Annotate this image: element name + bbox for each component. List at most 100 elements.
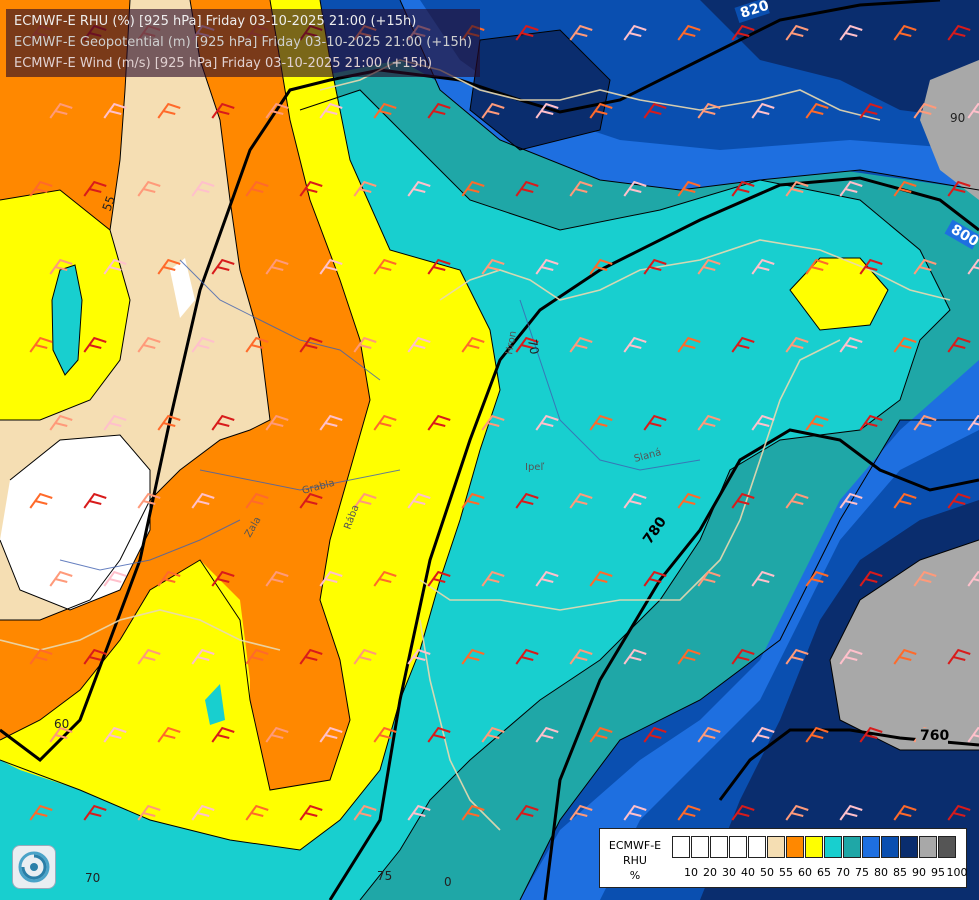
wind-barb: [427, 258, 451, 275]
rivers: [59, 259, 701, 571]
wind-barb: [481, 726, 505, 743]
wind-barb: [731, 180, 755, 197]
wind-barb: [29, 648, 53, 665]
wind-barb: [49, 726, 73, 743]
legend-swatch-40: [729, 836, 747, 858]
wind-barb: [265, 102, 289, 119]
wind-barb: [481, 258, 505, 275]
wind-barb: [481, 414, 505, 431]
wind-barb: [569, 24, 593, 41]
wind-barb: [947, 180, 971, 197]
rhu-label-0: 0: [444, 875, 452, 889]
wind-barb: [677, 24, 701, 41]
legend-title-line-1: ECMWF-E: [608, 839, 662, 852]
wind-barb: [623, 180, 647, 197]
wind-barb: [893, 24, 917, 41]
wind-barb: [481, 570, 505, 587]
legend-tick-95: 95: [931, 866, 945, 879]
wind-barb: [515, 648, 539, 665]
wind-barb: [103, 102, 127, 119]
wind-barb: [137, 336, 161, 353]
legend-swatch-30: [710, 836, 728, 858]
legend-swatch-55: [767, 836, 785, 858]
wind-barb: [643, 258, 667, 275]
wind-barb: [461, 492, 485, 509]
wind-barb: [589, 258, 613, 275]
wind-barb: [245, 336, 269, 353]
wind-barb: [643, 414, 667, 431]
wind-barb: [623, 336, 647, 353]
wind-barb: [751, 570, 775, 587]
wind-barb: [967, 414, 979, 431]
legend-swatch-60: [786, 836, 804, 858]
legend-tick-20: 20: [703, 866, 717, 879]
wind-barb: [427, 102, 451, 119]
wind-barb: [697, 570, 721, 587]
wind-barb: [569, 492, 593, 509]
river-label-hron: Hron: [504, 330, 519, 355]
wind-barb: [191, 648, 215, 665]
rhu-label-70a: 70: [85, 871, 100, 885]
ecmwf-logo-icon: [12, 845, 56, 889]
wind-barb: [913, 102, 937, 119]
legend-tick-75: 75: [855, 866, 869, 879]
wind-barb: [137, 648, 161, 665]
wind-barb: [83, 804, 107, 821]
wind-barb: [859, 570, 883, 587]
wind-barb: [407, 492, 431, 509]
rhu-area-yellow-low: [130, 560, 250, 780]
wind-barb: [967, 570, 979, 587]
wind-barb: [805, 726, 829, 743]
wind-barb: [373, 414, 397, 431]
wind-barb: [913, 414, 937, 431]
legend-title: ECMWF-E RHU %: [604, 838, 666, 883]
geo-label-760-text: 760: [920, 728, 949, 744]
legend-swatch-50: [748, 836, 766, 858]
wind-barb: [427, 726, 451, 743]
rhu-area-white-small: [170, 258, 195, 318]
wind-barb: [643, 726, 667, 743]
wind-barb: [589, 102, 613, 119]
wind-barb: [785, 336, 809, 353]
wind-barb: [947, 336, 971, 353]
wind-barb: [83, 180, 107, 197]
wind-barb: [103, 414, 127, 431]
wind-barb: [427, 414, 451, 431]
wind-barb: [839, 180, 863, 197]
wind-barb: [83, 336, 107, 353]
wind-barb: [137, 804, 161, 821]
wind-barb: [211, 726, 235, 743]
wind-barb: [49, 414, 73, 431]
legend-swatch-95: [919, 836, 937, 858]
wind-barb: [697, 414, 721, 431]
rhu-legend: ECMWF-E RHU % 10 20 30 40 50 55 60 65 70 75 80 85 90…: [599, 828, 968, 888]
wind-barb: [407, 804, 431, 821]
wind-barb: [245, 648, 269, 665]
wind-barb: [245, 804, 269, 821]
rhu-area-grey-ne: [920, 60, 979, 200]
rhu-area-navy-ne: [700, 0, 979, 120]
wind-barb: [373, 102, 397, 119]
wind-barb: [967, 726, 979, 743]
wind-barb: [859, 726, 883, 743]
wind-barb: [913, 258, 937, 275]
wind-barb: [407, 336, 431, 353]
wind-barb: [427, 570, 451, 587]
wind-barb: [103, 258, 127, 275]
wind-barb: [211, 414, 235, 431]
wind-barb: [731, 336, 755, 353]
wind-barb: [319, 258, 343, 275]
wind-barb: [589, 726, 613, 743]
legend-tick-90: 90: [912, 866, 926, 879]
wind-barb: [83, 648, 107, 665]
legend-swatch-100: [938, 836, 956, 858]
wind-barb: [319, 414, 343, 431]
wind-barb: [731, 492, 755, 509]
wind-barb: [29, 180, 53, 197]
wind-barb: [535, 102, 559, 119]
wind-barb: [245, 180, 269, 197]
rhu-area-white: [0, 435, 150, 610]
